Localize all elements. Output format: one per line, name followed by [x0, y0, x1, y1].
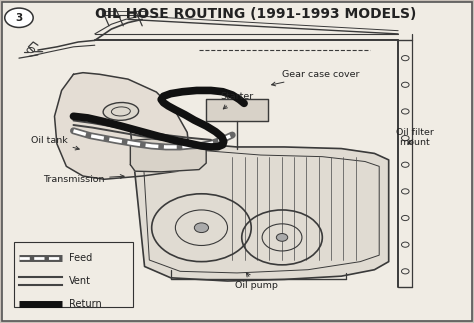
- Text: Transmission: Transmission: [43, 175, 124, 184]
- Text: Oil filter
mount: Oil filter mount: [396, 128, 434, 147]
- Text: 3: 3: [15, 13, 23, 23]
- Polygon shape: [130, 139, 206, 172]
- Text: Oil tank: Oil tank: [31, 136, 79, 150]
- Circle shape: [5, 8, 33, 27]
- Text: Gear case cover: Gear case cover: [272, 70, 360, 86]
- Text: Starter: Starter: [220, 92, 254, 109]
- Circle shape: [194, 223, 209, 233]
- Ellipse shape: [103, 102, 138, 120]
- Text: Oil pump: Oil pump: [235, 273, 277, 290]
- Circle shape: [276, 234, 288, 241]
- Text: Return: Return: [69, 299, 101, 308]
- Text: OIL HOSE ROUTING (1991-1993 MODELS): OIL HOSE ROUTING (1991-1993 MODELS): [95, 6, 417, 21]
- Text: Feed: Feed: [69, 254, 92, 263]
- Polygon shape: [55, 73, 190, 179]
- Bar: [14, 242, 133, 307]
- Polygon shape: [206, 99, 268, 121]
- Text: Vent: Vent: [69, 276, 91, 286]
- Polygon shape: [130, 129, 389, 281]
